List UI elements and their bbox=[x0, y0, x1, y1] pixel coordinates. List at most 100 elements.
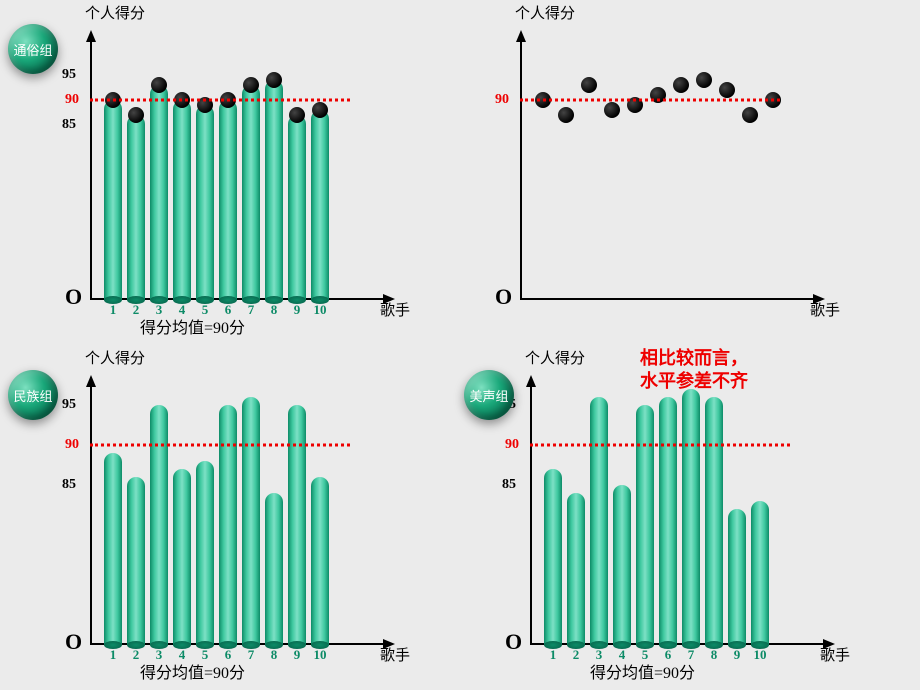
bar bbox=[288, 115, 306, 300]
x-category-label: 1 bbox=[544, 647, 562, 663]
badge-bottomleft: 民族组 bbox=[8, 370, 58, 420]
x-category-label: 1 bbox=[104, 302, 122, 318]
ytick-label: 90 bbox=[65, 437, 79, 453]
data-point bbox=[719, 82, 735, 98]
data-point bbox=[151, 77, 167, 93]
xlabel: 歌手 bbox=[820, 644, 850, 665]
ytick-label: 90 bbox=[495, 92, 509, 108]
bar bbox=[219, 405, 237, 645]
bar bbox=[265, 493, 283, 645]
ytick-label: 95 bbox=[62, 67, 76, 83]
bar bbox=[311, 477, 329, 645]
x-category-label: 10 bbox=[311, 647, 329, 663]
origin-label: O bbox=[65, 284, 82, 310]
x-category-label: 1 bbox=[104, 647, 122, 663]
bar bbox=[150, 405, 168, 645]
x-category-label: 2 bbox=[567, 647, 585, 663]
data-point bbox=[673, 77, 689, 93]
data-point bbox=[128, 107, 144, 123]
ylabel: 个人得分 bbox=[515, 2, 575, 23]
reference-line bbox=[90, 99, 350, 102]
axis-y bbox=[90, 385, 92, 645]
plot-bottomleft: O 个人得分 歌手 12345678910 859095 得分均值=90分 bbox=[90, 375, 390, 645]
badge-label-topleft: 通俗组 bbox=[13, 40, 52, 59]
axis-y bbox=[520, 40, 522, 300]
bar bbox=[544, 469, 562, 645]
x-category-label: 9 bbox=[728, 647, 746, 663]
caption-3: 得分均值=90分 bbox=[140, 659, 245, 683]
bar bbox=[127, 115, 145, 300]
bar bbox=[265, 80, 283, 300]
chart-topright: O 个人得分 歌手 90 bbox=[460, 0, 920, 345]
axis-x bbox=[520, 298, 815, 300]
plot-bottomright: O 个人得分 歌手 12345678910 859095 得分均值=90分 相比… bbox=[530, 375, 830, 645]
bar bbox=[636, 405, 654, 645]
bar bbox=[659, 397, 677, 645]
xlabel: 歌手 bbox=[380, 644, 410, 665]
data-point bbox=[742, 107, 758, 123]
origin-label: O bbox=[495, 284, 512, 310]
data-point bbox=[312, 102, 328, 118]
axis-y bbox=[90, 40, 92, 300]
xlabel: 歌手 bbox=[380, 299, 410, 320]
bar bbox=[242, 85, 260, 300]
ylabel: 个人得分 bbox=[85, 347, 145, 368]
annotation-line1: 相比较而言， bbox=[640, 348, 748, 368]
bar bbox=[613, 485, 631, 645]
x-category-label: 9 bbox=[288, 302, 306, 318]
ytick-label: 85 bbox=[62, 477, 76, 493]
badge-bottomright: 美声组 bbox=[464, 370, 514, 420]
bar bbox=[751, 501, 769, 645]
reference-line bbox=[90, 444, 350, 447]
bar bbox=[104, 453, 122, 645]
bar bbox=[567, 493, 585, 645]
ytick-label: 85 bbox=[502, 477, 516, 493]
badge-label-bottomleft: 民族组 bbox=[13, 386, 52, 405]
badge-label-bottomright: 美声组 bbox=[469, 386, 508, 405]
origin-label: O bbox=[65, 629, 82, 655]
bar bbox=[150, 85, 168, 300]
ytick-label: 85 bbox=[62, 117, 76, 133]
annotation-line2: 水平参差不齐 bbox=[640, 371, 748, 391]
xlabel: 歌手 bbox=[810, 299, 840, 320]
plot-topleft: O 个人得分 歌手 12345678910 859095 得分均值=90分 bbox=[90, 30, 390, 300]
caption-1: 得分均值=90分 bbox=[140, 314, 245, 338]
bar bbox=[104, 100, 122, 300]
chart-bottomleft: 民族组 O 个人得分 歌手 12345678910 859095 得分均值=90… bbox=[0, 345, 460, 690]
bar bbox=[590, 397, 608, 645]
ytick-label: 95 bbox=[62, 397, 76, 413]
data-point bbox=[266, 72, 282, 88]
x-category-label: 10 bbox=[311, 302, 329, 318]
reference-line bbox=[520, 99, 780, 102]
origin-label: O bbox=[505, 629, 522, 655]
x-category-label: 10 bbox=[751, 647, 769, 663]
bar bbox=[127, 477, 145, 645]
x-category-label: 8 bbox=[265, 302, 283, 318]
ylabel: 个人得分 bbox=[85, 2, 145, 23]
annotation-text: 相比较而言， 水平参差不齐 bbox=[640, 347, 748, 394]
data-point bbox=[581, 77, 597, 93]
bar bbox=[173, 100, 191, 300]
chart-bottomright: 美声组 O 个人得分 歌手 12345678910 859095 得分均值=90… bbox=[460, 345, 920, 690]
x-category-label: 9 bbox=[288, 647, 306, 663]
reference-line bbox=[530, 444, 790, 447]
bar bbox=[705, 397, 723, 645]
bar bbox=[288, 405, 306, 645]
axis-y bbox=[530, 385, 532, 645]
bar bbox=[173, 469, 191, 645]
data-point bbox=[243, 77, 259, 93]
x-category-label: 8 bbox=[265, 647, 283, 663]
bar bbox=[728, 509, 746, 645]
ylabel: 个人得分 bbox=[525, 347, 585, 368]
data-point bbox=[558, 107, 574, 123]
caption-4: 得分均值=90分 bbox=[590, 659, 695, 683]
plot-topright: O 个人得分 歌手 90 bbox=[520, 30, 820, 300]
ytick-label: 90 bbox=[65, 92, 79, 108]
ytick-label: 90 bbox=[505, 437, 519, 453]
data-point bbox=[289, 107, 305, 123]
badge-topleft: 通俗组 bbox=[8, 24, 58, 74]
bar bbox=[219, 100, 237, 300]
bar bbox=[682, 389, 700, 645]
bar bbox=[196, 105, 214, 300]
bar bbox=[311, 110, 329, 300]
